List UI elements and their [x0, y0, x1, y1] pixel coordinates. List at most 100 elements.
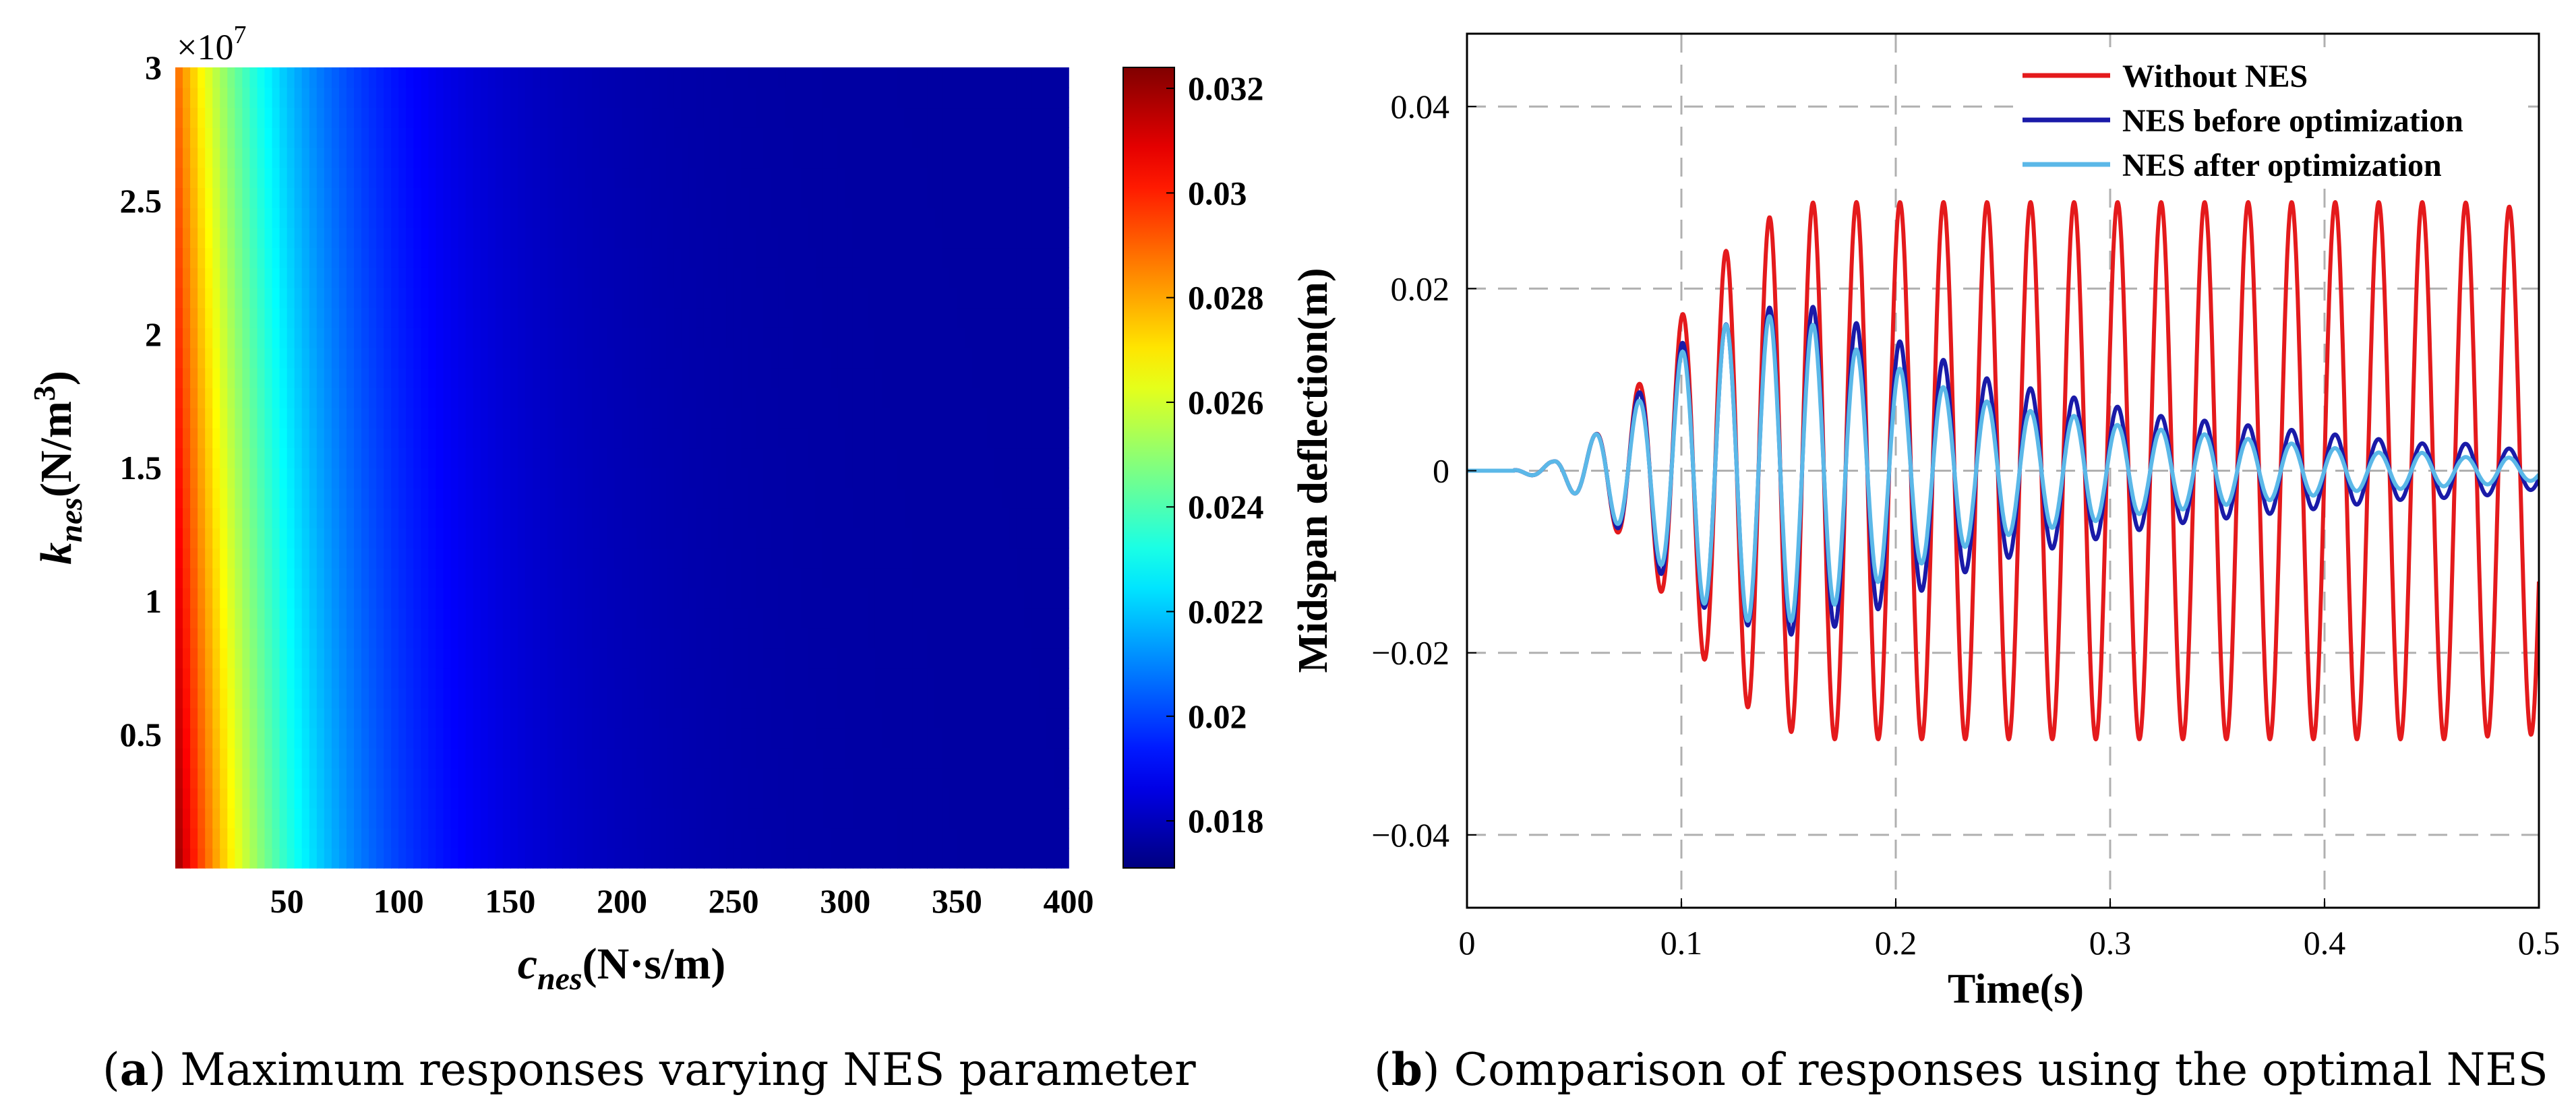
heatmap-cell: [719, 487, 727, 509]
heatmap-cell: [890, 848, 898, 869]
heatmap-cell: [599, 187, 608, 208]
heatmap-cell: [830, 307, 839, 328]
heatmap-cell: [272, 487, 280, 509]
heatmap-cell: [949, 207, 958, 228]
heatmap-cell: [882, 547, 891, 569]
heatmap-cell: [570, 147, 578, 168]
heatmap-cell: [815, 728, 824, 749]
heatmap-cell: [673, 728, 682, 749]
heatmap-cell: [555, 728, 563, 749]
heatmap-cell: [800, 728, 809, 749]
heatmap-cell: [458, 848, 467, 869]
heatmap-cell: [227, 487, 236, 509]
heatmap-cell: [890, 227, 898, 249]
heatmap-cell: [398, 528, 407, 549]
heatmap-cell: [815, 528, 824, 549]
heatmap-cell: [227, 67, 236, 88]
heatmap-cell: [487, 127, 496, 148]
heatmap-cell: [741, 447, 750, 468]
heatmap-cell: [413, 407, 422, 429]
heatmap-cell: [249, 187, 258, 208]
heatmap-y-tick-label: 1.5: [120, 449, 162, 487]
heatmap-cell: [636, 547, 645, 569]
heatmap-cell: [443, 167, 452, 188]
heatmap-cell: [726, 828, 734, 849]
heatmap-cell: [517, 848, 526, 869]
heatmap-cell: [741, 127, 750, 148]
heatmap-cell: [1038, 207, 1047, 228]
heatmap-cell: [778, 347, 787, 369]
heatmap-cell: [666, 507, 675, 528]
heatmap-cell: [272, 547, 280, 569]
heatmap-cell: [1060, 788, 1069, 809]
heatmap-cell: [555, 487, 563, 509]
heatmap-cell: [719, 187, 727, 208]
heatmap-cell: [719, 227, 727, 249]
heatmap-cell: [502, 187, 511, 208]
heatmap-cell: [540, 347, 548, 369]
heatmap-cell: [808, 547, 816, 569]
heatmap-cell: [703, 407, 712, 429]
heatmap-cell: [198, 708, 206, 728]
heatmap-cell: [346, 547, 355, 569]
heatmap-cell: [1023, 708, 1032, 728]
heatmap-cell: [1016, 728, 1025, 749]
heatmap-cell: [942, 287, 951, 309]
heatmap-cell: [413, 227, 422, 249]
heatmap-cell: [346, 588, 355, 609]
heatmap-cell: [920, 848, 928, 869]
heatmap-cell: [890, 788, 898, 809]
heatmap-cell: [949, 648, 958, 668]
heatmap-cell: [220, 387, 229, 408]
heatmap-cell: [808, 67, 816, 88]
heatmap-cell: [540, 708, 548, 728]
heatmap-cell: [376, 528, 384, 549]
heatmap-cell: [294, 107, 303, 128]
heatmap-cell: [949, 268, 958, 288]
heatmap-cell: [301, 407, 310, 429]
heatmap-cell: [979, 728, 988, 749]
heatmap-cell: [644, 567, 653, 588]
heatmap-cell: [771, 87, 779, 108]
heatmap-cell: [294, 127, 303, 148]
heatmap-cell: [793, 607, 802, 629]
heatmap-cell: [666, 468, 675, 489]
heatmap-cell: [510, 807, 518, 829]
heatmap-cell: [458, 828, 467, 849]
heatmap-cell: [525, 528, 533, 549]
heatmap-cell: [719, 268, 727, 288]
heatmap-cell: [778, 207, 787, 228]
heatmap-cell: [331, 788, 340, 809]
heatmap-cell: [309, 567, 318, 588]
heatmap-cell: [793, 227, 802, 249]
heatmap-cell: [733, 227, 742, 249]
heatmap-cell: [800, 468, 809, 489]
heatmap-cell: [495, 407, 504, 429]
heatmap-cell: [607, 227, 616, 249]
heatmap-cell: [242, 407, 251, 429]
heatmap-cell: [949, 728, 958, 749]
heatmap-cell: [979, 768, 988, 788]
heatmap-cell: [599, 648, 608, 668]
heatmap-cell: [264, 807, 273, 829]
heatmap-cell: [830, 828, 839, 849]
heatmap-cell: [681, 588, 690, 609]
heatmap-cell: [338, 708, 347, 728]
heatmap-cell: [756, 708, 765, 728]
heatmap-cell: [1053, 567, 1062, 588]
heatmap-cell: [540, 107, 548, 128]
heatmap-cell: [607, 127, 616, 148]
heatmap-cell: [562, 728, 571, 749]
heatmap-cell: [190, 328, 198, 348]
heatmap-cell: [205, 507, 214, 528]
heatmap-cell: [1016, 627, 1025, 649]
heatmap-cell: [391, 728, 400, 749]
heatmap-cell: [1046, 367, 1054, 388]
heatmap-cell: [465, 728, 474, 749]
heatmap-cell: [1023, 347, 1032, 369]
heatmap-cell: [264, 387, 273, 408]
heatmap-cell: [793, 367, 802, 388]
heatmap-cell: [487, 307, 496, 328]
heatmap-cell: [562, 207, 571, 228]
heatmap-cell: [205, 287, 214, 309]
